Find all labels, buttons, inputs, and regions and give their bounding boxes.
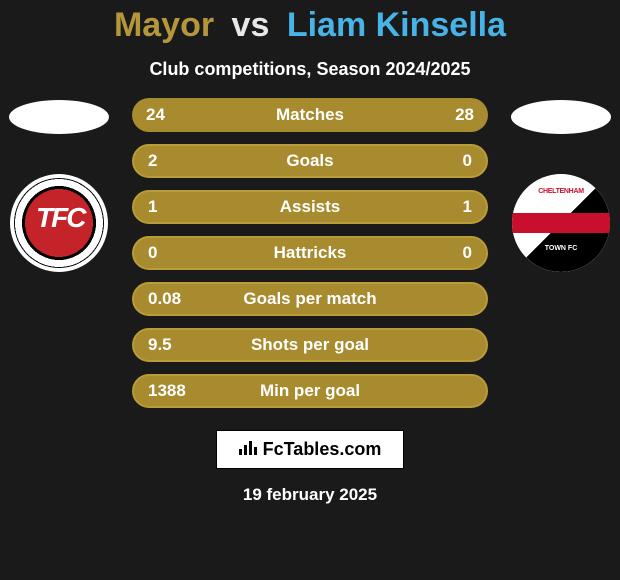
subtitle: Club competitions, Season 2024/2025: [149, 59, 470, 80]
stat-left-value: 24: [146, 105, 165, 125]
left-side: TFC: [4, 98, 114, 272]
stat-row-shots-per-goal: 9.5 Shots per goal: [132, 328, 488, 362]
stat-row-goals-per-match: 0.08 Goals per match: [132, 282, 488, 316]
stat-left-value: 1388: [148, 381, 186, 401]
stat-right-value: 0: [463, 151, 472, 171]
page-title: Mayor vs Liam Kinsella: [114, 6, 506, 45]
right-side: CHELTENHAM TOWN FC: [506, 98, 616, 272]
crest-left-letters: TFC: [36, 202, 84, 234]
stat-label: Hattricks: [274, 243, 347, 263]
stat-right-value: 0: [463, 243, 472, 263]
main-row: TFC 24 Matches 28 2 Goals 0 1 Assists 1 …: [0, 98, 620, 408]
club-crest-right: CHELTENHAM TOWN FC: [512, 174, 610, 272]
stat-left-value: 9.5: [148, 335, 172, 355]
footer-badge[interactable]: FcTables.com: [216, 430, 405, 469]
stat-label: Assists: [280, 197, 340, 217]
stat-row-matches: 24 Matches 28: [132, 98, 488, 132]
stats-column: 24 Matches 28 2 Goals 0 1 Assists 1 0 Ha…: [114, 98, 506, 408]
stat-label: Matches: [276, 105, 344, 125]
club-crest-left: TFC: [10, 174, 108, 272]
stat-label: Min per goal: [260, 381, 360, 401]
stat-label: Shots per goal: [251, 335, 369, 355]
stat-label: Goals: [286, 151, 333, 171]
player2-name: Liam Kinsella: [287, 6, 506, 44]
chart-icon: [239, 439, 257, 460]
stat-left-value: 0.08: [148, 289, 181, 309]
player1-oval: [9, 100, 109, 134]
player2-oval: [511, 100, 611, 134]
stat-label: Goals per match: [243, 289, 376, 309]
stat-left-value: 2: [148, 151, 157, 171]
date-label: 19 february 2025: [243, 485, 377, 505]
crest-right-top-text: CHELTENHAM: [512, 188, 610, 195]
stat-row-hattricks: 0 Hattricks 0: [132, 236, 488, 270]
stat-row-goals: 2 Goals 0: [132, 144, 488, 178]
stat-row-assists: 1 Assists 1: [132, 190, 488, 224]
stat-left-value: 0: [148, 243, 157, 263]
vs-label: vs: [232, 6, 270, 44]
crest-right-bottom-text: TOWN FC: [512, 245, 610, 252]
stat-left-value: 1: [148, 197, 157, 217]
stat-right-value: 28: [455, 105, 474, 125]
player1-name: Mayor: [114, 6, 214, 44]
stat-right-value: 1: [463, 197, 472, 217]
stat-row-min-per-goal: 1388 Min per goal: [132, 374, 488, 408]
crest-right-band: [512, 213, 610, 233]
comparison-card: Mayor vs Liam Kinsella Club competitions…: [0, 0, 620, 580]
footer-site: FcTables.com: [263, 439, 382, 460]
